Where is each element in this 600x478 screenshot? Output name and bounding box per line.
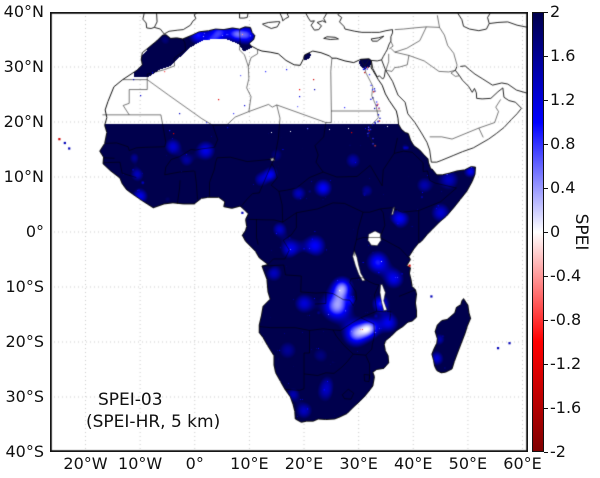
- colorbar-tick-mark: [544, 232, 548, 233]
- x-tick-label: 20°E: [284, 454, 324, 473]
- colorbar-tick-label: -0.8: [550, 310, 582, 329]
- x-tick-label: 20°W: [63, 454, 108, 473]
- colorbar-tick-label: 1.6: [550, 46, 576, 65]
- y-tick-label: 20°N: [3, 112, 44, 131]
- y-tick-label: 10°N: [3, 167, 44, 186]
- y-tick-label: 10°S: [5, 277, 44, 296]
- colorbar-tick-mark: [544, 320, 548, 321]
- x-tick-label: 30°E: [339, 454, 378, 473]
- x-tick-label: 40°E: [394, 454, 433, 473]
- x-tick-label: 10°E: [230, 454, 269, 473]
- colorbar-tick-mark: [544, 56, 548, 57]
- x-tick-label: 60°E: [503, 454, 542, 473]
- colorbar-tick-mark: [544, 364, 548, 365]
- colorbar-tick-mark: [544, 188, 548, 189]
- africa-spei-map: [50, 12, 528, 452]
- annotation-dataset: (SPEI-HR, 5 km): [86, 412, 221, 432]
- y-tick-label: 20°S: [5, 332, 44, 351]
- colorbar: [532, 12, 544, 452]
- y-tick-label: 30°S: [5, 387, 44, 406]
- colorbar-tick-label: 0.8: [550, 134, 576, 153]
- annotation-timescale: SPEI-03: [98, 390, 163, 410]
- y-tick-label: 0°: [25, 222, 44, 241]
- x-tick-label: 50°E: [448, 454, 488, 473]
- x-tick-label: 0°: [185, 454, 204, 473]
- y-tick-label: 30°N: [3, 57, 44, 76]
- y-tick-label: 40°S: [5, 442, 44, 461]
- colorbar-tick-label: -0.4: [550, 266, 582, 285]
- colorbar-tick-label: 0.4: [550, 178, 576, 197]
- colorbar-tick-mark: [544, 452, 548, 453]
- colorbar-tick-label: 1.2: [550, 90, 576, 109]
- y-tick-label: 40°N: [3, 2, 44, 21]
- colorbar-tick-mark: [544, 100, 548, 101]
- colorbar-tick-mark: [544, 276, 548, 277]
- colorbar-tick-mark: [544, 12, 548, 13]
- x-tick-label: 10°W: [118, 454, 163, 473]
- colorbar-tick-label: -2: [550, 442, 566, 461]
- colorbar-axis-label: SPEI: [571, 213, 591, 251]
- colorbar-tick-label: 2: [550, 2, 561, 21]
- colorbar-tick-label: -1.6: [550, 398, 582, 417]
- colorbar-tick-label: -1.2: [550, 354, 582, 373]
- colorbar-tick-mark: [544, 144, 548, 145]
- colorbar-tick-label: 0: [550, 222, 561, 241]
- colorbar-tick-mark: [544, 408, 548, 409]
- map-plot-area: [50, 12, 528, 452]
